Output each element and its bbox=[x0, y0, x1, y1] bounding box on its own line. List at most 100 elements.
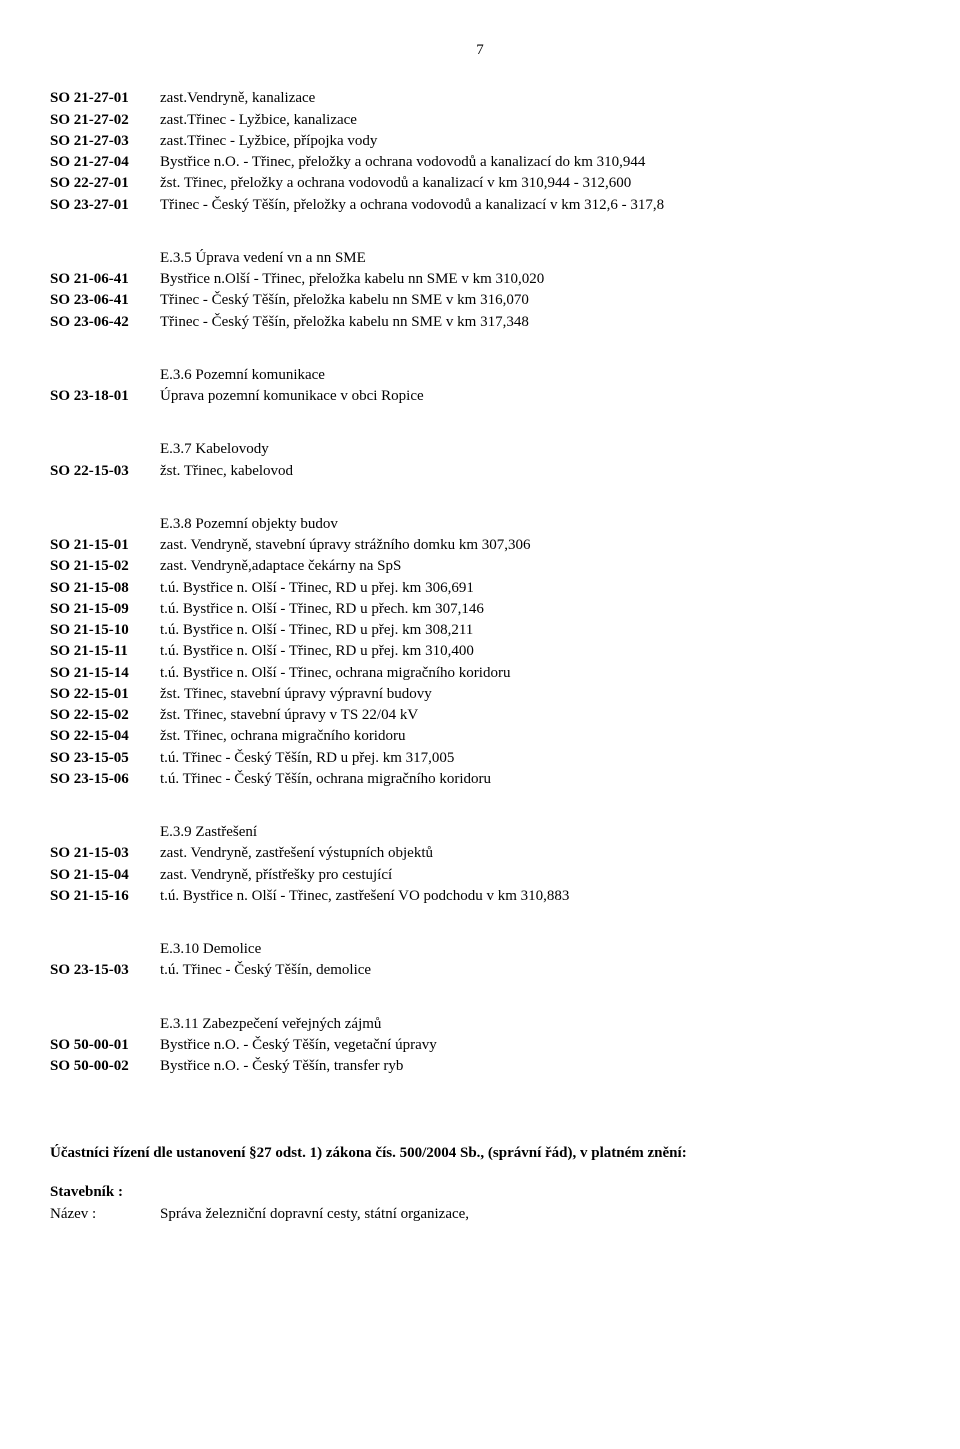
entry-row: SO 21-27-01zast.Vendryně, kanalizace bbox=[50, 88, 910, 108]
entry-code: SO 23-18-01 bbox=[50, 386, 160, 406]
entry-code: SO 21-27-01 bbox=[50, 88, 160, 108]
entry-code: SO 22-15-04 bbox=[50, 726, 160, 746]
entry-description: Bystřice n.O. - Třinec, přeložky a ochra… bbox=[160, 152, 910, 172]
entry-description: zast.Vendryně, kanalizace bbox=[160, 88, 910, 108]
entry-row: SO 50-00-01Bystřice n.O. - Český Těšín, … bbox=[50, 1035, 910, 1055]
entry-row: SO 21-27-02zast.Třinec - Lyžbice, kanali… bbox=[50, 110, 910, 130]
entry-row: SO 23-15-03t.ú. Třinec - Český Těšín, de… bbox=[50, 960, 910, 980]
entry-description: t.ú. Bystřice n. Olší - Třinec, zastřeše… bbox=[160, 886, 910, 906]
entry-description: zast.Třinec - Lyžbice, přípojka vody bbox=[160, 131, 910, 151]
page-number: 7 bbox=[50, 40, 910, 60]
entry-row: SO 23-27-01Třinec - Český Těšín, přeložk… bbox=[50, 195, 910, 215]
entry-description: zast. Vendryně, stavební úpravy strážníh… bbox=[160, 535, 910, 555]
entry-row: SO 21-27-03zast.Třinec - Lyžbice, přípoj… bbox=[50, 131, 910, 151]
entry-code: SO 21-15-16 bbox=[50, 886, 160, 906]
entry-row: SO 21-15-09t.ú. Bystřice n. Olší - Třine… bbox=[50, 599, 910, 619]
entry-row: SO 21-15-01zast. Vendryně, stavební úpra… bbox=[50, 535, 910, 555]
section-heading: E.3.7 Kabelovody bbox=[160, 439, 910, 459]
entry-description: Třinec - Český Těšín, přeložka kabelu nn… bbox=[160, 312, 910, 332]
entry-description: t.ú. Bystřice n. Olší - Třinec, ochrana … bbox=[160, 663, 910, 683]
entry-row: SO 22-15-04žst. Třinec, ochrana migrační… bbox=[50, 726, 910, 746]
entry-code: SO 21-27-03 bbox=[50, 131, 160, 151]
entry-description: t.ú. Třinec - Český Těšín, ochrana migra… bbox=[160, 769, 910, 789]
entry-description: t.ú. Bystřice n. Olší - Třinec, RD u pře… bbox=[160, 620, 910, 640]
entry-description: žst. Třinec, stavební úpravy výpravní bu… bbox=[160, 684, 910, 704]
entry-code: SO 21-15-09 bbox=[50, 599, 160, 619]
name-label: Název : bbox=[50, 1204, 160, 1224]
name-value: Správa železniční dopravní cesty, státní… bbox=[160, 1204, 469, 1224]
entry-description: žst. Třinec, ochrana migračního koridoru bbox=[160, 726, 910, 746]
entry-row: SO 23-15-05t.ú. Třinec - Český Těšín, RD… bbox=[50, 748, 910, 768]
entry-code: SO 21-15-03 bbox=[50, 843, 160, 863]
entry-description: Bystřice n.O. - Český Těšín, vegetační ú… bbox=[160, 1035, 910, 1055]
entry-description: t.ú. Bystřice n. Olší - Třinec, RD u pře… bbox=[160, 578, 910, 598]
entry-row: SO 22-15-02žst. Třinec, stavební úpravy … bbox=[50, 705, 910, 725]
entry-code: SO 23-27-01 bbox=[50, 195, 160, 215]
entry-code: SO 22-15-03 bbox=[50, 461, 160, 481]
entry-code: SO 21-15-14 bbox=[50, 663, 160, 683]
entry-code: SO 22-15-02 bbox=[50, 705, 160, 725]
entry-row: SO 21-15-10t.ú. Bystřice n. Olší - Třine… bbox=[50, 620, 910, 640]
entry-row: SO 21-15-02zast. Vendryně,adaptace čekár… bbox=[50, 556, 910, 576]
entry-code: SO 23-15-05 bbox=[50, 748, 160, 768]
entry-row: SO 23-18-01Úprava pozemní komunikace v o… bbox=[50, 386, 910, 406]
entry-description: zast. Vendryně,adaptace čekárny na SpS bbox=[160, 556, 910, 576]
entry-code: SO 23-06-42 bbox=[50, 312, 160, 332]
entry-description: Třinec - Český Těšín, přeložka kabelu nn… bbox=[160, 290, 910, 310]
entry-row: SO 50-00-02Bystřice n.O. - Český Těšín, … bbox=[50, 1056, 910, 1076]
entry-description: t.ú. Bystřice n. Olší - Třinec, RD u pře… bbox=[160, 641, 910, 661]
entry-description: Třinec - Český Těšín, přeložky a ochrana… bbox=[160, 195, 910, 215]
entry-description: Úprava pozemní komunikace v obci Ropice bbox=[160, 386, 910, 406]
entry-row: SO 23-15-06t.ú. Třinec - Český Těšín, oc… bbox=[50, 769, 910, 789]
entry-row: SO 21-27-04Bystřice n.O. - Třinec, přelo… bbox=[50, 152, 910, 172]
entry-code: SO 21-06-41 bbox=[50, 269, 160, 289]
entry-row: SO 21-15-14t.ú. Bystřice n. Olší - Třine… bbox=[50, 663, 910, 683]
entry-row: SO 21-15-16t.ú. Bystřice n. Olší - Třine… bbox=[50, 886, 910, 906]
entry-code: SO 23-06-41 bbox=[50, 290, 160, 310]
entry-row: SO 21-15-04zast. Vendryně, přístřešky pr… bbox=[50, 865, 910, 885]
section-heading: E.3.5 Úprava vedení vn a nn SME bbox=[160, 248, 910, 268]
entry-row: SO 22-27-01žst. Třinec, přeložky a ochra… bbox=[50, 173, 910, 193]
entry-row: SO 23-06-41Třinec - Český Těšín, přeložk… bbox=[50, 290, 910, 310]
entry-code: SO 21-15-11 bbox=[50, 641, 160, 661]
entry-description: zast. Vendryně, přístřešky pro cestující bbox=[160, 865, 910, 885]
entry-code: SO 22-15-01 bbox=[50, 684, 160, 704]
footer-block: Účastníci řízení dle ustanovení §27 odst… bbox=[50, 1143, 910, 1224]
entry-description: zast.Třinec - Lyžbice, kanalizace bbox=[160, 110, 910, 130]
entry-description: žst. Třinec, kabelovod bbox=[160, 461, 910, 481]
section-heading: E.3.11 Zabezpečení veřejných zájmů bbox=[160, 1014, 910, 1034]
entry-code: SO 23-15-06 bbox=[50, 769, 160, 789]
entry-row: SO 21-15-11t.ú. Bystřice n. Olší - Třine… bbox=[50, 641, 910, 661]
participants-heading: Účastníci řízení dle ustanovení §27 odst… bbox=[50, 1143, 910, 1163]
entry-description: Bystřice n.Olší - Třinec, přeložka kabel… bbox=[160, 269, 910, 289]
document-body: SO 21-27-01zast.Vendryně, kanalizaceSO 2… bbox=[50, 88, 910, 1093]
entry-row: SO 21-15-08t.ú. Bystřice n. Olší - Třine… bbox=[50, 578, 910, 598]
section-heading: E.3.10 Demolice bbox=[160, 939, 910, 959]
entry-description: t.ú. Třinec - Český Těšín, RD u přej. km… bbox=[160, 748, 910, 768]
entry-code: SO 21-15-01 bbox=[50, 535, 160, 555]
entry-code: SO 21-15-10 bbox=[50, 620, 160, 640]
entry-code: SO 50-00-02 bbox=[50, 1056, 160, 1076]
entry-code: SO 21-15-02 bbox=[50, 556, 160, 576]
builder-label: Stavebník : bbox=[50, 1182, 910, 1202]
section-heading: E.3.9 Zastřešení bbox=[160, 822, 910, 842]
entry-code: SO 21-27-04 bbox=[50, 152, 160, 172]
entry-description: t.ú. Třinec - Český Těšín, demolice bbox=[160, 960, 910, 980]
entry-code: SO 21-27-02 bbox=[50, 110, 160, 130]
section-heading: E.3.6 Pozemní komunikace bbox=[160, 365, 910, 385]
entry-description: žst. Třinec, přeložky a ochrana vodovodů… bbox=[160, 173, 910, 193]
entry-code: SO 23-15-03 bbox=[50, 960, 160, 980]
entry-code: SO 22-27-01 bbox=[50, 173, 160, 193]
entry-row: SO 21-06-41Bystřice n.Olší - Třinec, pře… bbox=[50, 269, 910, 289]
entry-row: SO 22-15-03žst. Třinec, kabelovod bbox=[50, 461, 910, 481]
entry-row: SO 22-15-01žst. Třinec, stavební úpravy … bbox=[50, 684, 910, 704]
section-heading: E.3.8 Pozemní objekty budov bbox=[160, 514, 910, 534]
entry-description: t.ú. Bystřice n. Olší - Třinec, RD u pře… bbox=[160, 599, 910, 619]
entry-row: SO 21-15-03zast. Vendryně, zastřešení vý… bbox=[50, 843, 910, 863]
entry-code: SO 50-00-01 bbox=[50, 1035, 160, 1055]
builder-name-row: Název : Správa železniční dopravní cesty… bbox=[50, 1204, 910, 1224]
entry-code: SO 21-15-08 bbox=[50, 578, 160, 598]
entry-description: zast. Vendryně, zastřešení výstupních ob… bbox=[160, 843, 910, 863]
entry-description: Bystřice n.O. - Český Těšín, transfer ry… bbox=[160, 1056, 910, 1076]
entry-description: žst. Třinec, stavební úpravy v TS 22/04 … bbox=[160, 705, 910, 725]
